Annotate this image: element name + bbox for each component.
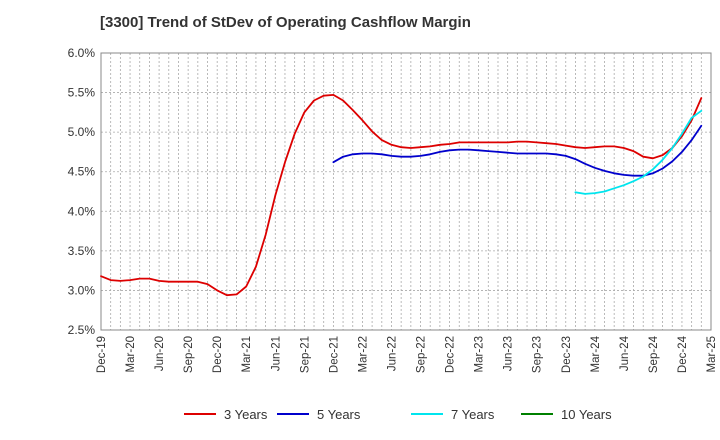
x-tick-label: Dec-20: [212, 336, 224, 373]
legend: 3 Years 5 Years 7 Years 10 Years: [184, 407, 612, 422]
x-tick-label: Sep-21: [299, 336, 311, 373]
y-tick-label: 4.0%: [68, 204, 96, 218]
series-line-7-years: [574, 109, 703, 195]
y-tick-label: 6.0%: [68, 46, 96, 60]
y-tick-label: 3.5%: [68, 244, 96, 258]
x-tick-label: Mar-23: [474, 336, 486, 372]
x-tick-label: Dec-22: [445, 336, 457, 373]
x-tick-label: Dec-23: [561, 336, 573, 373]
legend-label: 5 Years: [317, 407, 361, 422]
x-tick-label: Dec-21: [328, 336, 340, 373]
plot-frame: [100, 52, 712, 331]
x-axis: Dec-19 Mar-20 Jun-20 Sep-20 Dec-20 Mar-21 Jun-…: [96, 335, 718, 373]
y-tick-label: 2.5%: [68, 323, 96, 337]
legend-label: 7 Years: [451, 407, 495, 422]
x-tick-label: Jun-22: [386, 336, 398, 371]
y-tick-label: 5.0%: [68, 125, 96, 139]
y-axis: 2.5% 3.0% 3.5% 4.0% 4.5% 5.0% 5.5% 6.0%: [68, 46, 96, 337]
legend-label: 10 Years: [561, 407, 612, 422]
x-tick-label: Sep-20: [183, 336, 195, 373]
x-tick-label: Mar-24: [590, 335, 602, 372]
x-tick-label: Mar-21: [241, 336, 253, 372]
y-tick-label: 3.0%: [68, 283, 96, 297]
series-lines: [100, 94, 703, 297]
x-tick-label: Jun-24: [619, 335, 631, 371]
plot-area: [101, 53, 711, 330]
x-tick-label: Sep-24: [648, 335, 660, 373]
x-tick-label: Mar-25: [706, 336, 718, 372]
x-tick-label: Jun-20: [154, 336, 166, 371]
y-tick-label: 4.5%: [68, 165, 96, 179]
y-tick-label: 5.5%: [68, 86, 96, 100]
x-tick-label: Mar-22: [357, 336, 369, 372]
x-tick-label: Dec-24: [677, 335, 689, 373]
x-tick-label: Sep-23: [532, 336, 544, 373]
x-tick-label: Jun-21: [270, 336, 282, 371]
legend-label: 3 Years: [224, 407, 268, 422]
x-tick-label: Mar-20: [125, 336, 137, 372]
series-line-3-years: [100, 94, 703, 297]
series-line-5-years: [332, 124, 703, 177]
chart-title: [3300] Trend of StDev of Operating Cashf…: [100, 14, 471, 31]
x-tick-label: Sep-22: [416, 336, 428, 373]
x-tick-label: Dec-19: [96, 336, 108, 373]
x-tick-label: Jun-23: [503, 336, 515, 371]
